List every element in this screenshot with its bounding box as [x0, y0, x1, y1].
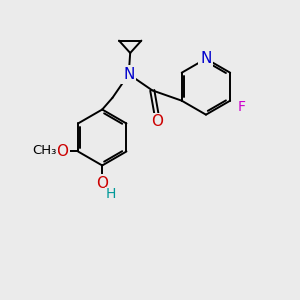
Text: CH₃: CH₃ [32, 144, 57, 158]
Text: H: H [105, 187, 116, 201]
Text: O: O [56, 144, 68, 159]
Text: N: N [123, 67, 134, 82]
Text: F: F [238, 100, 246, 114]
Text: N: N [200, 51, 211, 66]
Text: O: O [151, 114, 163, 129]
Text: O: O [96, 176, 108, 191]
